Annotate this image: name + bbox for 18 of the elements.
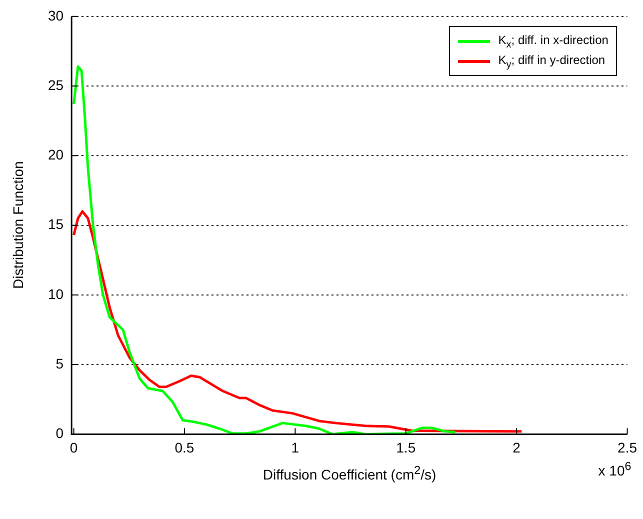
legend-label: K$_{y}$; diff in y-direction xyxy=(498,52,606,70)
y-tick-label: 5 xyxy=(56,355,64,372)
y-tick-label: 0 xyxy=(56,425,64,442)
y-tick-label: 25 xyxy=(48,76,64,93)
x-axis-title: Diffusion Coefficient (cm$^{2}$/s) xyxy=(262,464,436,483)
x-tick-label: 0.5 xyxy=(174,439,194,456)
y-tick-label: 30 xyxy=(48,7,64,24)
x-tick-label: 1 xyxy=(291,439,300,456)
x-tick-label: 2.5 xyxy=(618,439,638,456)
y-axis-title: Distribution Function xyxy=(10,161,26,290)
text: x 10$^{6}$ xyxy=(598,460,632,479)
x-tick-label: 1.5 xyxy=(396,439,416,456)
y-tick-label: 10 xyxy=(48,286,64,302)
y-tick-label: 20 xyxy=(48,146,64,163)
x-tick-label: 2 xyxy=(512,439,521,456)
x-tick-label: 0 xyxy=(70,439,78,456)
legend-label: K$_{x}$; diff. in x-direction xyxy=(498,32,608,50)
y-tick-label: 15 xyxy=(48,216,64,232)
